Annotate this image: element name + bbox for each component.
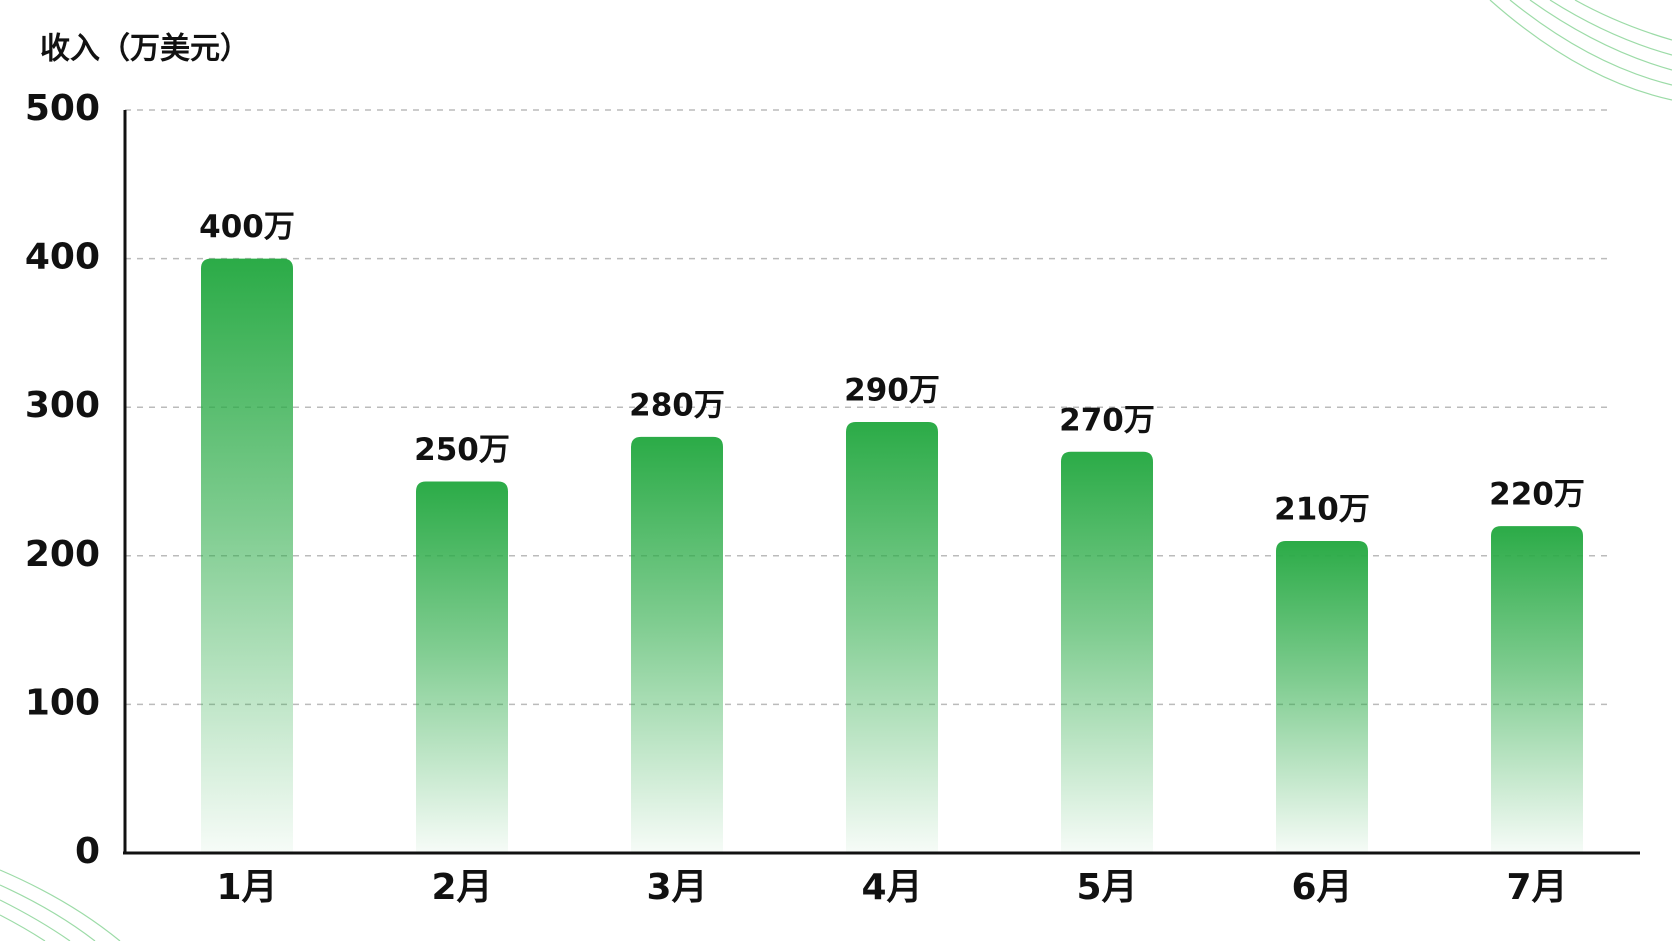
value-label: 220万 xyxy=(1489,477,1585,513)
bar xyxy=(1061,451,1153,853)
value-label: 210万 xyxy=(1274,491,1370,527)
x-tick-label: 3月 xyxy=(646,867,707,908)
bar xyxy=(846,422,938,853)
bar xyxy=(1491,526,1583,853)
x-tick-label: 6月 xyxy=(1291,867,1352,908)
bar xyxy=(201,258,293,854)
y-tick-label: 300 xyxy=(25,385,100,426)
x-tick-label: 2月 xyxy=(431,867,492,908)
value-label: 290万 xyxy=(844,373,940,409)
value-label: 250万 xyxy=(414,432,510,468)
x-tick-label: 1月 xyxy=(216,867,277,908)
bar xyxy=(1276,540,1368,853)
x-tick-label: 7月 xyxy=(1506,867,1567,908)
y-tick-label: 400 xyxy=(25,237,100,278)
x-tick-label: 4月 xyxy=(861,867,922,908)
x-tick-label: 5月 xyxy=(1076,867,1137,908)
y-tick-label: 200 xyxy=(25,534,100,575)
y-tick-label: 100 xyxy=(25,682,100,723)
bar xyxy=(416,481,508,853)
value-label: 400万 xyxy=(199,209,295,245)
bar xyxy=(631,436,723,853)
value-label: 270万 xyxy=(1059,402,1155,438)
axis-title: 收入（万美元） xyxy=(40,32,250,67)
y-tick-label: 500 xyxy=(25,88,100,129)
value-label: 280万 xyxy=(629,387,725,423)
y-tick-label: 0 xyxy=(75,831,100,872)
